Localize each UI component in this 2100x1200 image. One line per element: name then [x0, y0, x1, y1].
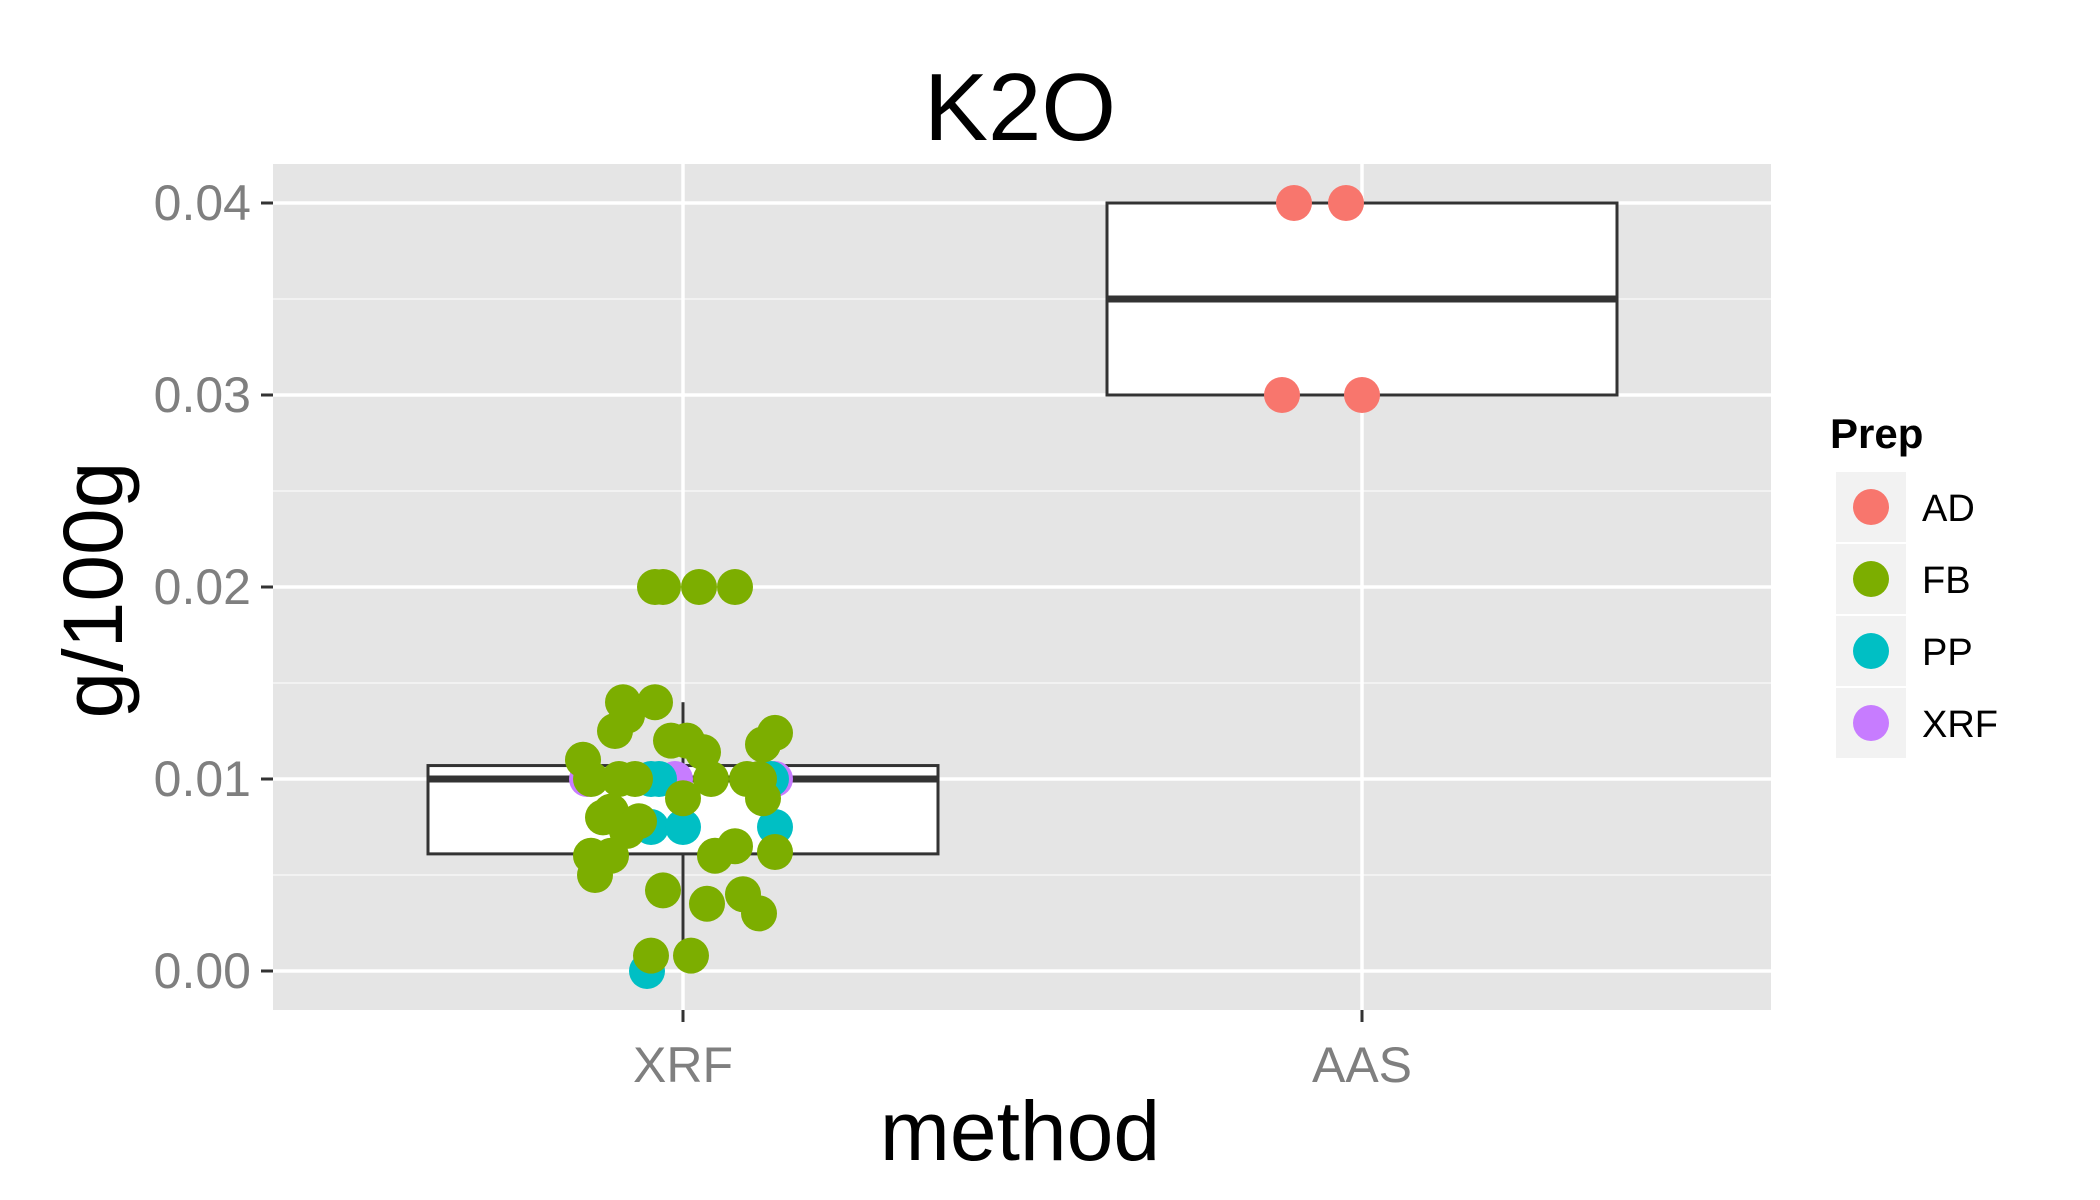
point-ad — [1276, 185, 1312, 221]
point-fb — [617, 761, 653, 797]
point-fb — [597, 713, 633, 749]
legend-label: XRF — [1922, 704, 1998, 746]
legend-label: PP — [1922, 632, 1973, 674]
point-fb — [633, 937, 669, 974]
point-ad — [1264, 377, 1300, 413]
point-layer — [565, 185, 1380, 989]
legend-item-pp: PP — [1836, 616, 1973, 686]
point-fb — [741, 895, 777, 932]
point-fb — [637, 684, 673, 721]
point-fb — [573, 761, 609, 797]
point-fb — [717, 569, 753, 605]
legend-swatch — [1853, 705, 1889, 741]
point-ad — [1328, 185, 1364, 221]
legend: Prep AD FB PP XRF — [1830, 410, 1998, 758]
legend-swatch — [1853, 561, 1889, 597]
y-axis: 0.00 0.01 0.02 0.03 0.04 — [154, 175, 273, 999]
y-tick-label: 0.03 — [154, 367, 251, 423]
point-fb — [689, 885, 725, 922]
legend-item-xrf: XRF — [1836, 688, 1998, 758]
point-ad — [1344, 377, 1380, 413]
x-axis-label: method — [880, 1084, 1160, 1178]
point-fb — [757, 833, 793, 870]
x-tick-label: XRF — [633, 1037, 733, 1093]
legend-item-fb: FB — [1836, 544, 1971, 614]
box-aas — [1105, 201, 1619, 397]
x-tick-label: AAS — [1312, 1037, 1412, 1093]
point-fb — [681, 569, 717, 605]
point-pp — [757, 809, 793, 845]
point-fb — [645, 569, 681, 605]
legend-title: Prep — [1830, 410, 1923, 457]
y-axis-label: g/100g — [46, 462, 140, 719]
point-fb — [665, 780, 701, 817]
point-fb — [577, 857, 613, 893]
point-pp — [665, 809, 701, 845]
y-tick-label: 0.00 — [154, 943, 251, 999]
point-fb — [745, 726, 781, 763]
y-tick-label: 0.02 — [154, 559, 251, 615]
legend-swatch — [1853, 633, 1889, 669]
point-fb — [693, 761, 729, 797]
legend-label: FB — [1922, 560, 1971, 602]
chart-title: K2O — [924, 54, 1116, 161]
legend-swatch — [1853, 489, 1889, 525]
x-axis: XRF AAS — [633, 1010, 1412, 1093]
legend-label: AD — [1922, 488, 1975, 530]
point-fb — [645, 872, 681, 909]
y-tick-label: 0.01 — [154, 751, 251, 807]
point-fb — [745, 780, 781, 817]
legend-item-ad: AD — [1836, 472, 1975, 542]
point-fb — [673, 937, 709, 974]
point-fb — [717, 828, 753, 865]
y-tick-label: 0.04 — [154, 175, 251, 231]
